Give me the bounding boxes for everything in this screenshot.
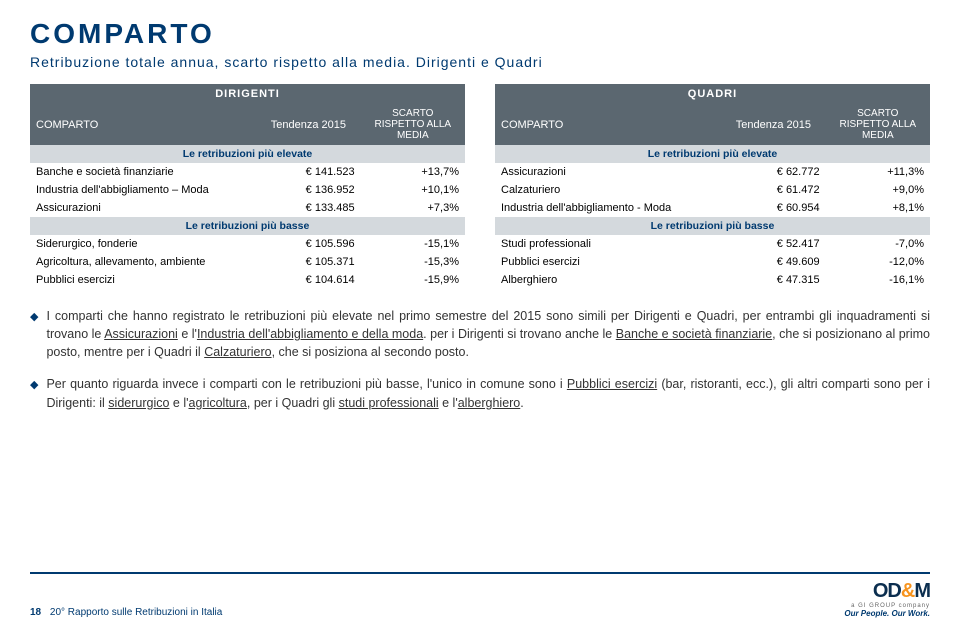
table-top-header: QUADRI [495, 84, 930, 104]
footer-logo: OD&M a GI GROUP company Our People. Our … [844, 580, 930, 618]
page-subtitle: Retribuzione totale annua, scarto rispet… [30, 54, 930, 70]
table-row: Banche e società finanziarie€ 141.523+13… [30, 163, 465, 181]
footer: 18 20° Rapporto sulle Retribuzioni in It… [30, 572, 930, 618]
col-comparto: COMPARTO [30, 104, 256, 145]
table-row: Industria dell'abbigliamento – Moda€ 136… [30, 181, 465, 199]
table-row: Calzaturiero€ 61.472+9,0% [495, 181, 930, 199]
footer-text: 20° Rapporto sulle Retribuzioni in Itali… [50, 607, 222, 618]
section-lo: Le retribuzioni più basse [30, 217, 465, 235]
table-row: Assicurazioni€ 133.485+7,3% [30, 199, 465, 217]
bullet-icon: ◆ [30, 310, 38, 361]
logo-tagline: Our People. Our Work. [844, 609, 930, 618]
col-scarto: SCARTO RISPETTO ALLA MEDIA [826, 104, 930, 145]
table-row: Alberghiero€ 47.315-16,1% [495, 271, 930, 289]
col-tendenza: Tendenza 2015 [721, 104, 825, 145]
table-row: Agricoltura, allevamento, ambiente€ 105.… [30, 253, 465, 271]
note-2: ◆ Per quanto riguarda invece i comparti … [30, 375, 930, 411]
tables-container: DIRIGENTI COMPARTO Tendenza 2015 SCARTO … [30, 84, 930, 289]
table-row: Pubblici esercizi€ 49.609-12,0% [495, 253, 930, 271]
col-comparto: COMPARTO [495, 104, 721, 145]
page-number: 18 [30, 607, 41, 618]
page-title: COMPARTO [30, 18, 930, 50]
notes: ◆ I comparti che hanno registrato le ret… [30, 307, 930, 412]
table-dirigenti: DIRIGENTI COMPARTO Tendenza 2015 SCARTO … [30, 84, 465, 289]
table-row: Industria dell'abbigliamento - Moda€ 60.… [495, 199, 930, 217]
note-1: ◆ I comparti che hanno registrato le ret… [30, 307, 930, 361]
table-row: Siderurgico, fonderie€ 105.596-15,1% [30, 235, 465, 253]
bullet-icon: ◆ [30, 378, 38, 411]
table-row: Assicurazioni€ 62.772+11,3% [495, 163, 930, 181]
table-row: Pubblici esercizi€ 104.614-15,9% [30, 271, 465, 289]
section-hi: Le retribuzioni più elevate [30, 145, 465, 163]
section-lo: Le retribuzioni più basse [495, 217, 930, 235]
table-row: Studi professionali€ 52.417-7,0% [495, 235, 930, 253]
table-quadri: QUADRI COMPARTO Tendenza 2015 SCARTO RIS… [495, 84, 930, 289]
section-hi: Le retribuzioni più elevate [495, 145, 930, 163]
col-tendenza: Tendenza 2015 [256, 104, 360, 145]
table-top-header: DIRIGENTI [30, 84, 465, 104]
col-scarto: SCARTO RISPETTO ALLA MEDIA [361, 104, 465, 145]
footer-left: 18 20° Rapporto sulle Retribuzioni in It… [30, 607, 222, 618]
